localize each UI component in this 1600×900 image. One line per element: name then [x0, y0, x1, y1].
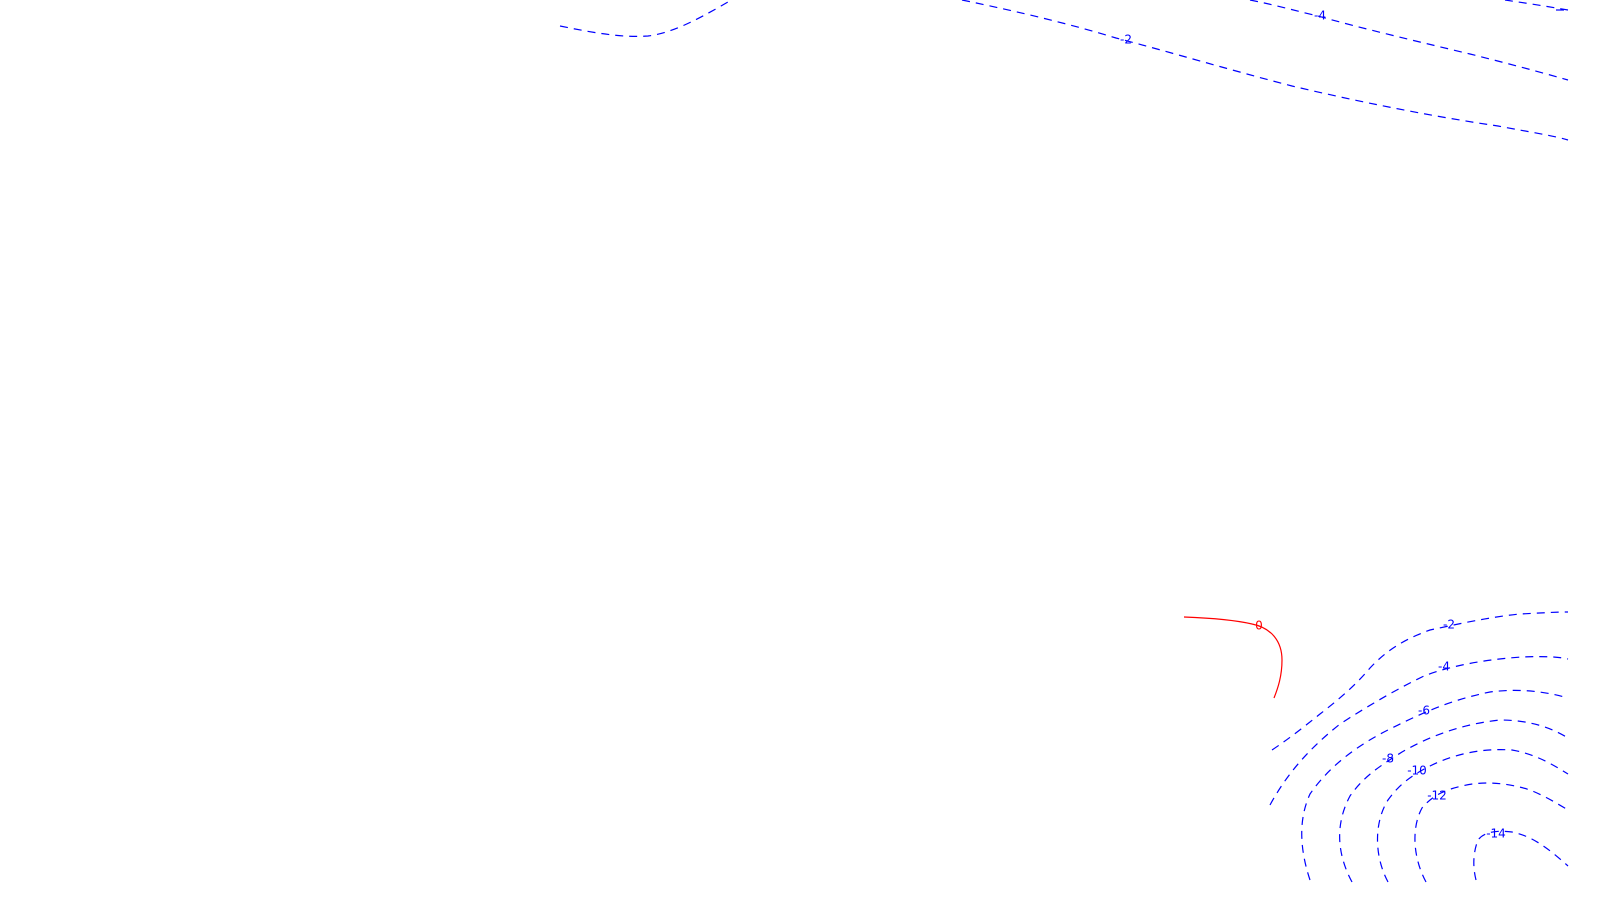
contour-label: -8 [1382, 752, 1394, 766]
contour-line [1504, 0, 1569, 11]
contour-line [559, 1, 729, 37]
contour-line [1269, 656, 1569, 806]
contour-line [1339, 719, 1569, 883]
contour-label: -14 [1486, 827, 1506, 841]
contour-label: -2 [1120, 33, 1132, 47]
contour-line [1249, 0, 1569, 81]
contour-label: -12 [1427, 789, 1447, 803]
contour-line [961, 0, 1569, 141]
contour-label: -6 [1418, 704, 1430, 718]
contour-label: -4 [1314, 9, 1326, 23]
contour-line [1376, 749, 1569, 883]
contour-line [1271, 611, 1569, 751]
contour-line-zero [1183, 616, 1283, 699]
contour-label: 0 [1255, 619, 1263, 633]
contour-line [1301, 689, 1569, 881]
contour-label: -4 [1438, 660, 1450, 674]
contour-label: -10 [1407, 764, 1427, 778]
contour-label: -2 [1443, 618, 1455, 632]
contour-line [1473, 830, 1569, 881]
